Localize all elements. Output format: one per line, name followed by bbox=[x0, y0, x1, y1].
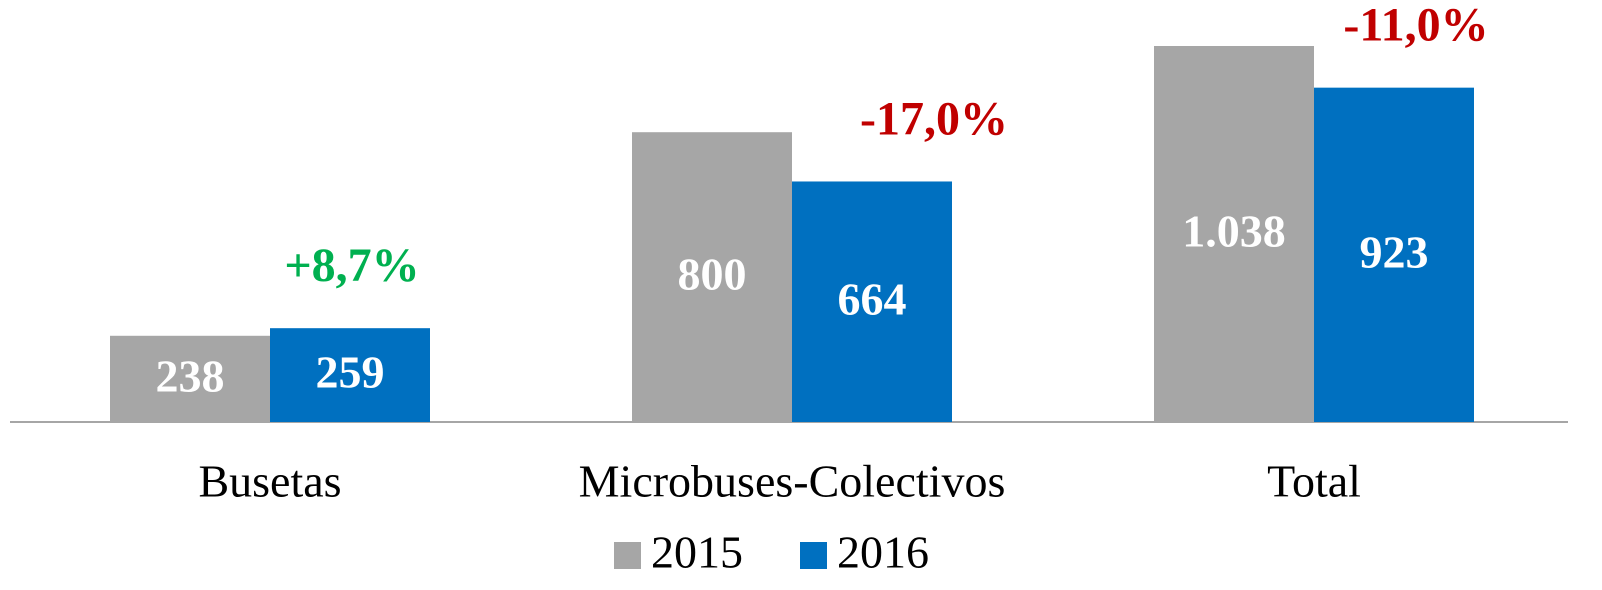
bar bbox=[270, 328, 430, 422]
bar bbox=[110, 335, 270, 422]
annotation: -17,0% bbox=[860, 92, 1008, 145]
annotation: -11,0% bbox=[1343, 0, 1488, 52]
legend-swatch bbox=[614, 542, 641, 569]
data-label: 664 bbox=[838, 273, 907, 324]
data-label: 923 bbox=[1360, 226, 1429, 277]
bar bbox=[792, 181, 952, 422]
legend-swatch bbox=[800, 542, 827, 569]
bar bbox=[1314, 87, 1474, 422]
annotation: +8,7% bbox=[284, 239, 419, 292]
x-tick-label: Total bbox=[1267, 456, 1361, 507]
x-tick-label: Busetas bbox=[198, 456, 341, 507]
bar bbox=[632, 132, 792, 422]
legend-label: 2015 bbox=[651, 527, 743, 578]
bar bbox=[1154, 46, 1314, 422]
data-label: 800 bbox=[678, 249, 747, 300]
data-label: 1.038 bbox=[1182, 206, 1286, 257]
legend-label: 2016 bbox=[837, 527, 929, 578]
x-tick-label: Microbuses-Colectivos bbox=[579, 456, 1006, 507]
data-label: 238 bbox=[156, 350, 225, 401]
data-label: 259 bbox=[316, 347, 385, 398]
